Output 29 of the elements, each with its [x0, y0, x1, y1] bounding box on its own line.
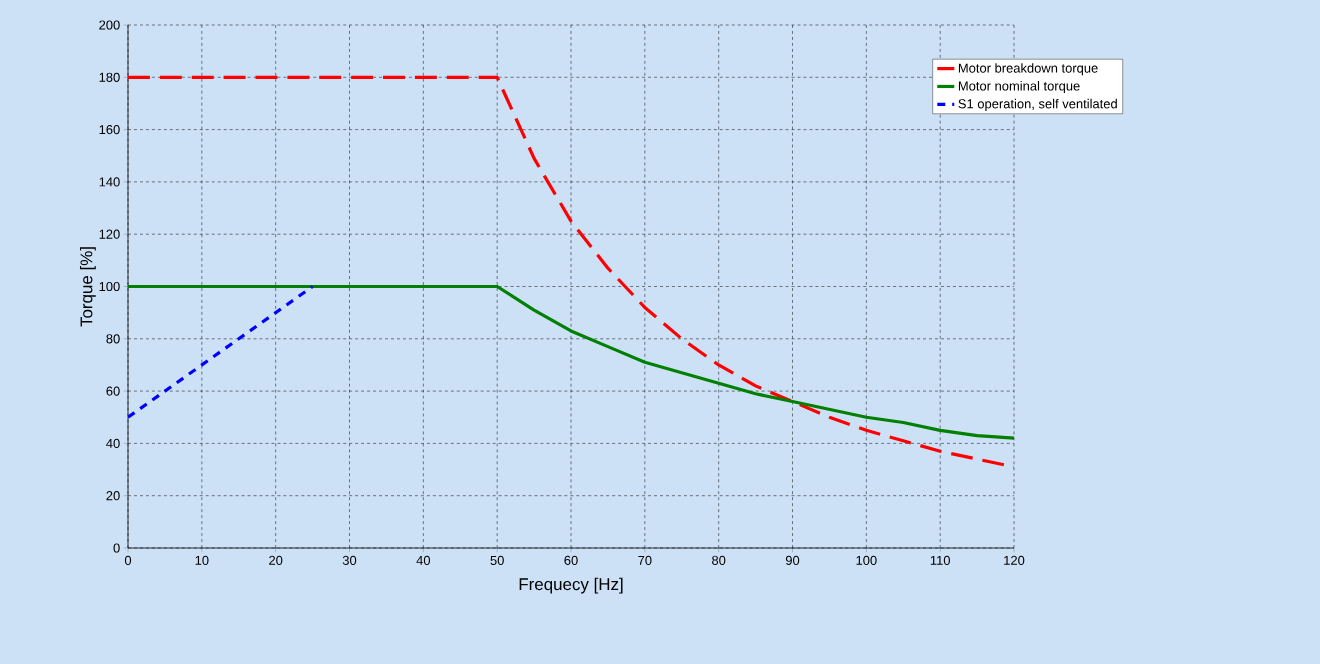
x-tick-label: 50	[490, 555, 504, 565]
x-tick-label: 30	[342, 555, 357, 565]
x-tick-label: 20	[269, 555, 283, 565]
x-tick-label: 0	[124, 555, 132, 565]
x-tick-label: 10	[195, 555, 209, 565]
y-tick-label: 0	[113, 543, 120, 553]
y-tick-label: 40	[106, 438, 120, 448]
x-tick-label: 80	[712, 555, 726, 565]
x-axis-title: Frequecy [Hz]	[519, 577, 623, 594]
y-tick-label: 20	[106, 491, 120, 501]
x-tick-label: 110	[930, 555, 950, 565]
legend-label: Motor breakdown torque	[958, 63, 1098, 76]
x-tick-label: 100	[856, 555, 877, 565]
legend-label: Motor nominal torque	[958, 81, 1080, 94]
x-tick-label: 40	[416, 555, 431, 565]
x-tick-label: 90	[785, 555, 800, 565]
y-axis-title: Torque [%]	[79, 247, 96, 327]
y-tick-label: 100	[99, 281, 120, 292]
y-tick-label: 60	[106, 386, 120, 396]
y-tick-label: 200	[99, 20, 120, 30]
y-tick-label: 120	[99, 229, 120, 239]
x-tick-label: 120	[1004, 555, 1025, 565]
x-tick-label: 70	[638, 555, 652, 565]
y-tick-label: 140	[99, 177, 120, 187]
x-tick-label: 60	[564, 555, 578, 565]
y-tick-label: 80	[106, 334, 120, 344]
y-tick-label: 160	[99, 125, 120, 135]
legend-label: S1 operation, self ventilated	[958, 98, 1117, 111]
y-tick-label: 180	[99, 72, 120, 82]
